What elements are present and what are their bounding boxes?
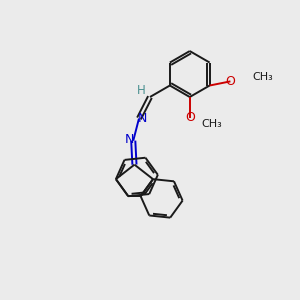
Text: O: O	[185, 111, 195, 124]
Text: CH₃: CH₃	[201, 119, 222, 129]
Text: N: N	[138, 112, 148, 125]
Text: O: O	[226, 75, 236, 88]
Text: H: H	[137, 84, 146, 97]
Text: N: N	[125, 133, 134, 146]
Text: CH₃: CH₃	[253, 72, 273, 82]
